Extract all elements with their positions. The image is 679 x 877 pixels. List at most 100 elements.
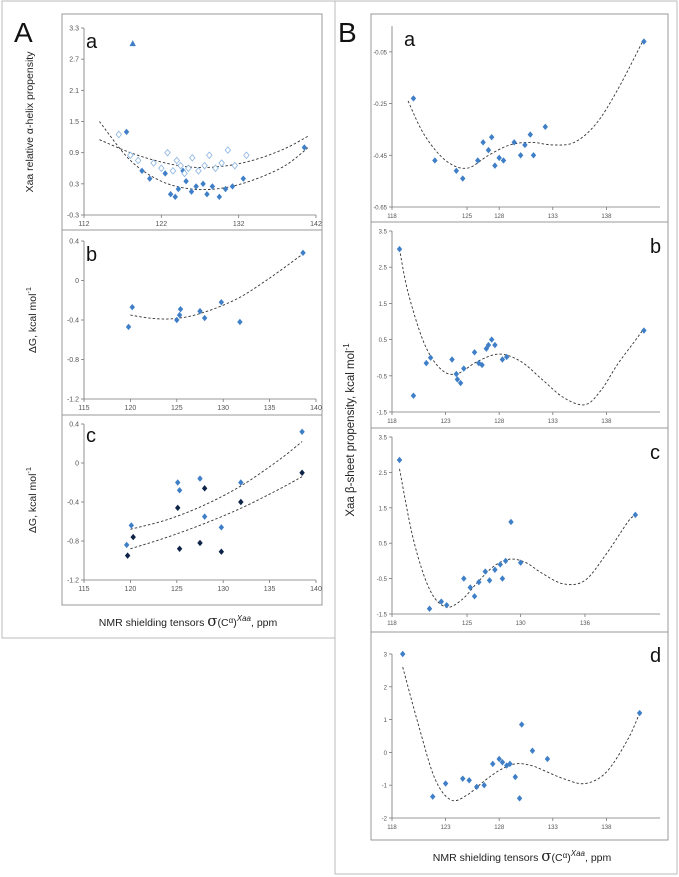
data-point [238,498,244,506]
data-point [183,178,189,185]
data-point [125,323,132,331]
data-point [127,151,134,160]
data-point [139,167,145,175]
data-point [177,305,184,313]
x-tick-label: 123 [441,825,452,831]
subplot-letter: b [86,244,97,266]
data-point [201,161,208,170]
data-point [193,183,199,190]
data-point [172,193,178,201]
data-point [467,584,473,591]
A-xlabel: NMR shielding tensors σ(Cα)Xaa, ppm [99,612,278,630]
data-point [150,159,157,167]
data-point [544,755,551,763]
y-tick-label: 1 [384,718,388,724]
data-point [218,524,225,531]
data-point [300,249,306,257]
x-tick-label: 133 [548,419,559,425]
data-point [169,167,177,175]
data-point [511,139,517,146]
data-point [212,164,219,173]
trend-line [402,667,641,802]
x-tick-label: 115 [78,586,89,593]
data-point [490,760,496,768]
subplot-letter: c [650,442,660,464]
x-tick-label: 133 [548,825,559,831]
data-point [480,139,486,146]
y-tick-label: 0.3 [69,181,79,188]
data-point [460,775,466,782]
data-point [518,721,525,728]
data-point [636,709,643,717]
data-point [147,175,153,182]
trend-line [130,476,303,550]
trend-line [407,38,645,169]
data-point [218,548,225,555]
x-tick-label: 125 [171,586,183,593]
chart-Ac: 115 120 125 130 135 140 -1.2 -0.8 -0.4 0 0.4 c ΔG, k… [24,422,322,594]
data-point [189,154,196,162]
data-point [423,359,430,367]
y-tick-label: -0.5 [377,577,388,583]
x-tick-label: 120 [125,586,137,593]
y-axis-label: Xaa relative α-helix propensity [24,51,36,193]
data-point [218,299,225,306]
Ab-frame [61,229,323,416]
data-point [482,568,488,575]
data-point [123,128,130,136]
data-point [201,314,208,322]
data-point [529,747,536,754]
data-point [460,175,466,182]
x-tick-label: 118 [387,825,397,831]
y-tick-label: -1.5 [377,411,388,417]
data-point [503,353,510,361]
trend-line [99,135,309,168]
y-tick-label: 1.5 [379,302,388,308]
subplot-letter: a [404,29,416,51]
x-tick-label: 118 [387,621,397,627]
y-tick-label: 2 [384,685,388,691]
data-point [176,487,183,494]
y-tick-label: 0.4 [69,422,79,429]
B-xlabel: NMR shielding tensors σ(Cα)Xaa, ppm [433,847,612,865]
y-tick-label: 1.5 [379,506,388,512]
x-tick-label: 122 [155,221,167,228]
data-point [522,141,528,149]
y-tick-label: -0.25 [373,102,387,108]
x-tick-label: 138 [601,419,612,425]
data-point [517,152,524,159]
x-tick-label: 135 [264,405,276,412]
trend-line [130,253,304,320]
data-point [527,131,534,138]
data-point [427,354,434,361]
data-point [123,541,130,549]
data-point [209,183,216,190]
data-point [453,167,460,174]
data-point [461,365,467,372]
x-tick-label: 138 [601,214,612,220]
x-tick-label: 130 [217,586,229,593]
data-point [496,755,502,763]
x-tick-label: 133 [548,214,559,220]
data-point [222,185,229,193]
y-tick-label: 0.5 [379,542,388,548]
data-point [240,175,247,182]
data-point [197,539,203,547]
data-point [301,144,308,151]
subplot-letter: a [86,31,98,53]
y-tick-label: 2.5 [379,266,388,272]
y-tick-label: 3 [384,653,388,659]
data-point [164,148,171,157]
chart-Aa: 112 122 132 142 -0.3 0.3 0.9 1.5 2.1 2.7 3.3 a Xaa r… [24,26,322,229]
x-tick-label: 130 [516,621,527,627]
x-tick-label: 118 [387,214,397,220]
panel-B-frame [334,0,678,875]
x-tick-label: 138 [601,825,612,831]
data-point [499,575,506,582]
data-point [134,156,142,165]
y-tick-label: 0.9 [69,150,79,157]
subplot-letter: d [650,645,661,667]
data-point [197,475,203,482]
y-tick-label: -0.4 [67,500,79,507]
data-point [492,566,498,573]
